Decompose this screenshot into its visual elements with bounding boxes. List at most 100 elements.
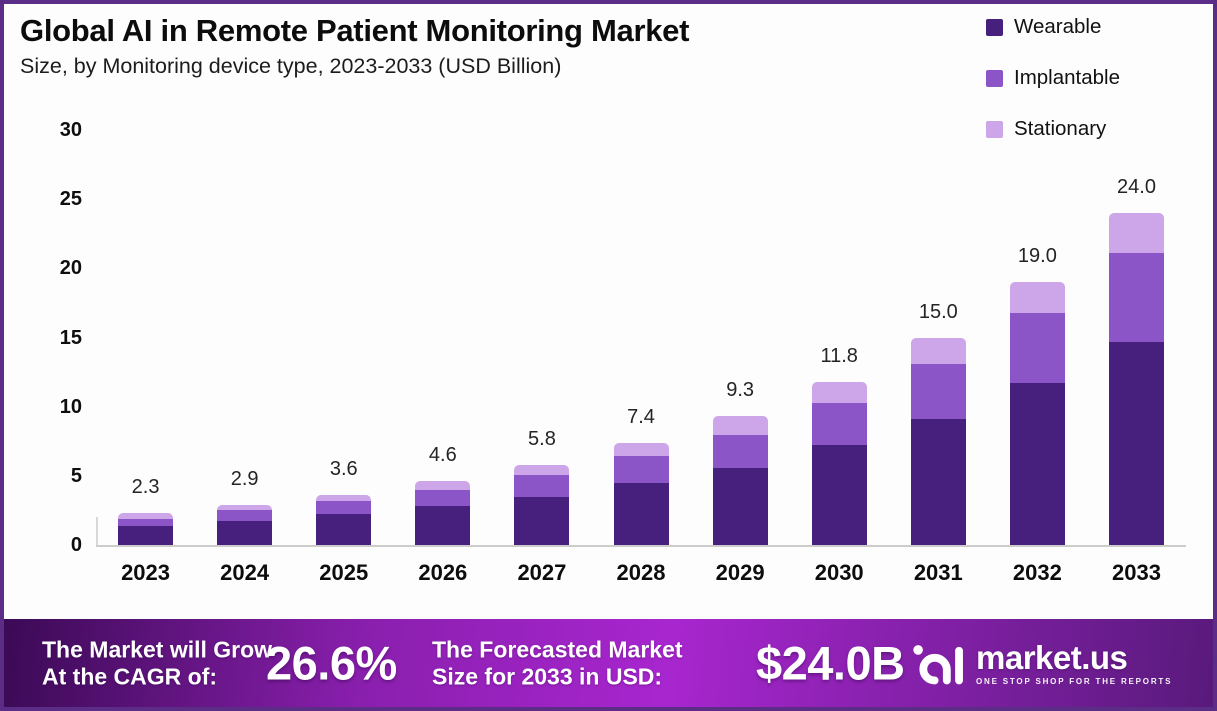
- marketus-logo: market.us ONE STOP SHOP FOR THE REPORTS: [912, 640, 1172, 686]
- y-tick-label: 0: [70, 534, 82, 556]
- legend-label: Stationary: [1014, 117, 1107, 140]
- brand-tagline: ONE STOP SHOP FOR THE REPORTS: [976, 676, 1173, 686]
- brand-text: market.us ONE STOP SHOP FOR THE REPORTS: [976, 641, 1172, 686]
- x-tick-label: 2030: [814, 560, 864, 585]
- bar-stack: [415, 481, 471, 545]
- bar-segment-stationary: [217, 504, 273, 510]
- legend-item-implantable: Implantable: [986, 65, 1120, 91]
- bar-total-label: 19.0: [1017, 245, 1057, 268]
- forecast-value: $24.0B: [756, 636, 905, 690]
- x-tick-label: 2024: [220, 560, 270, 585]
- bar-segment-implantable: [217, 509, 273, 522]
- bar-segment-implantable: [712, 435, 768, 468]
- cagr-label-line2: At the CAGR of:: [42, 663, 218, 689]
- bar-segment-stationary: [613, 442, 669, 457]
- bar-segment-implantable: [415, 490, 471, 506]
- bar-total-label: 15.0: [918, 300, 958, 323]
- bar-column-2032: 19.0: [988, 130, 1087, 545]
- bar-stack: [910, 337, 966, 545]
- y-axis: 30 25 20 15 10 5 0: [18, 119, 82, 556]
- y-tick-label: 25: [59, 188, 82, 211]
- legend-item-stationary: Stationary: [986, 116, 1120, 142]
- bar-total-label: 11.8: [820, 344, 858, 367]
- x-tick-label: 2033: [1112, 560, 1161, 585]
- bar-total-label: 4.6: [428, 444, 457, 467]
- bar-stack: [316, 495, 372, 545]
- legend-label: Wearable: [1014, 15, 1102, 38]
- bar-stack: [1108, 213, 1164, 545]
- cagr-label: The Market will Grow At the CAGR of:: [42, 636, 272, 689]
- legend-label: Implantable: [1014, 66, 1120, 89]
- bar-segment-stationary: [910, 337, 966, 364]
- bar-segment-implantable: [1108, 253, 1164, 342]
- bar-segment-stationary: [316, 495, 372, 501]
- bar-column-2033: 24.0: [1087, 130, 1186, 545]
- bar-segment-implantable: [613, 456, 669, 484]
- bar-segment-implantable: [811, 402, 867, 446]
- bar-stack: [217, 504, 273, 545]
- footer-banner: The Market will Grow At the CAGR of: 26.…: [4, 619, 1213, 707]
- bar-columns: 2.3 2.9 3.6 4.6 5.8 7.4 9.3 11.8 15.0 19.0 24.0: [96, 130, 1186, 545]
- forecast-label: The Forecasted Market Size for 2033 in U…: [432, 636, 683, 689]
- y-tick-label: 15: [59, 326, 82, 349]
- bar-segment-wearable: [712, 467, 768, 545]
- bar-stack: [613, 442, 669, 545]
- bar-segment-implantable: [1009, 312, 1065, 384]
- bar-stack: [811, 381, 867, 545]
- bar-segment-wearable: [415, 505, 471, 545]
- y-tick-label: 10: [59, 395, 82, 418]
- bar-total-label: 7.4: [627, 405, 655, 428]
- bar-segment-stationary: [415, 481, 471, 491]
- chart-header: Global AI in Remote Patient Monitoring M…: [20, 12, 689, 79]
- bar-segment-implantable: [118, 518, 174, 527]
- bar-segment-wearable: [514, 496, 570, 545]
- bar-total-label: 5.8: [528, 427, 556, 450]
- cagr-label-line1: The Market will Grow: [42, 636, 273, 663]
- x-tick-label: 2032: [1012, 560, 1062, 585]
- bar-segment-stationary: [1108, 213, 1164, 254]
- bar-stack: [118, 513, 174, 545]
- chart-legend: Wearable Implantable Stationary: [986, 14, 1120, 167]
- bar-column-2030: 11.8: [790, 130, 889, 545]
- bar-total-label: 3.6: [329, 458, 358, 481]
- axis-corner-tick: [96, 517, 98, 545]
- bar-segment-implantable: [910, 363, 966, 420]
- bar-total-label: 2.3: [131, 476, 160, 499]
- legend-swatch-stationary: [986, 120, 1003, 138]
- bar-segment-implantable: [316, 500, 372, 514]
- plot-area: 2.3 2.9 3.6 4.6 5.8 7.4 9.3 11.8 15.0 19.0 24.0: [96, 130, 1186, 547]
- x-tick-label: 2029: [715, 560, 765, 585]
- page-subtitle: Size, by Monitoring device type, 2023-20…: [20, 53, 562, 78]
- x-tick-label: 2027: [517, 560, 567, 585]
- forecast-label-line2: Size for 2033 in USD:: [432, 663, 663, 689]
- bar-segment-wearable: [316, 513, 372, 545]
- y-tick-label: 5: [70, 464, 82, 487]
- bar-column-2027: 5.8: [492, 130, 591, 545]
- bar-segment-wearable: [1009, 383, 1065, 545]
- bar-total-label: 9.3: [726, 379, 755, 402]
- page-title: Global AI in Remote Patient Monitoring M…: [20, 13, 690, 48]
- bar-segment-stationary: [1009, 282, 1065, 313]
- bar-segment-wearable: [118, 526, 174, 545]
- legend-item-wearable: Wearable: [986, 14, 1120, 40]
- bar-stack: [1009, 282, 1065, 545]
- bar-segment-wearable: [217, 521, 273, 545]
- bar-segment-stationary: [118, 513, 174, 519]
- x-tick-label: 2025: [319, 560, 369, 585]
- bar-segment-wearable: [613, 483, 669, 545]
- bar-column-2031: 15.0: [889, 130, 988, 545]
- x-axis: 2023 2024 2025 2026 2027 2028 2029 2030 2031 2032…: [96, 560, 1186, 586]
- bar-column-2028: 7.4: [591, 130, 690, 545]
- x-tick-label: 2031: [913, 560, 963, 585]
- bar-segment-stationary: [514, 464, 570, 476]
- bar-total-label: 2.9: [230, 467, 259, 490]
- bar-segment-wearable: [910, 419, 966, 545]
- bar-column-2029: 9.3: [691, 130, 790, 545]
- y-tick-label: 30: [59, 119, 82, 141]
- bar-total-label: 24.0: [1117, 176, 1156, 199]
- marketus-squiggle-icon: [913, 645, 963, 685]
- x-tick-label: 2028: [616, 560, 666, 585]
- y-tick-label: 20: [59, 257, 82, 280]
- bar-column-2024: 2.9: [195, 130, 294, 545]
